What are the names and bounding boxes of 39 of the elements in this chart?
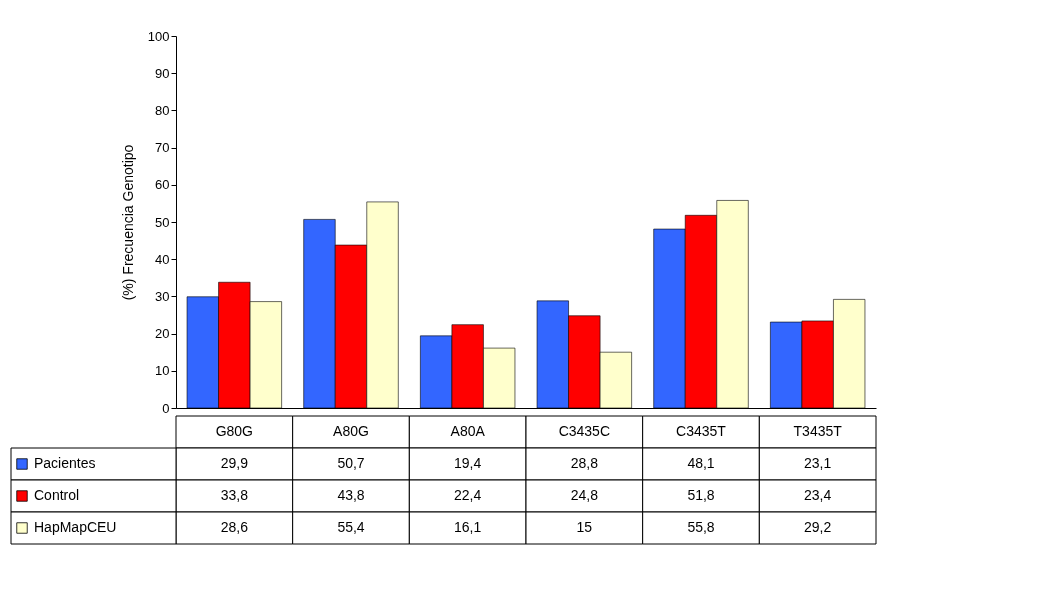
data-label: 15 xyxy=(576,519,593,535)
x-tick-label: G80G xyxy=(215,423,254,439)
data-label: 28,6 xyxy=(220,519,249,535)
legend-label: HapMapCEU xyxy=(34,519,117,535)
data-label: 23,4 xyxy=(804,487,832,503)
x-tick-label: T3435T xyxy=(793,423,843,439)
y-tick-label: 0 xyxy=(162,400,170,416)
data-label: 29,9 xyxy=(220,455,249,471)
data-label: 16,1 xyxy=(454,519,482,535)
data-label: 51,8 xyxy=(687,487,715,503)
y-tick-label: 10 xyxy=(155,363,170,379)
data-label: 19,4 xyxy=(454,455,482,471)
data-label: 50,7 xyxy=(337,455,365,471)
data-label: 48,1 xyxy=(687,455,715,471)
data-label: 24,8 xyxy=(570,487,599,503)
y-axis-title: (%) Frecuencia Genotipo xyxy=(119,144,136,301)
data-label: 33,8 xyxy=(220,487,249,503)
y-tick-label: 20 xyxy=(155,326,170,342)
y-tick-label: 100 xyxy=(147,28,170,44)
x-tick-label: C3435T xyxy=(676,423,727,439)
x-tick-label: C3435C xyxy=(558,423,611,439)
y-tick-label: 40 xyxy=(155,251,170,267)
y-tick-label: 90 xyxy=(155,65,170,81)
x-tick-label: A80G xyxy=(333,423,369,439)
legend-label: Control xyxy=(34,487,80,503)
y-tick-label: 80 xyxy=(155,102,170,118)
data-label: 23,1 xyxy=(804,455,832,471)
data-label: 55,4 xyxy=(337,519,365,535)
y-tick-label: 50 xyxy=(155,214,170,230)
y-tick-label: 60 xyxy=(155,177,170,193)
x-tick-label: A80A xyxy=(450,423,486,439)
y-tick-label: 30 xyxy=(155,288,170,304)
data-label: 22,4 xyxy=(454,487,482,503)
data-label: 28,8 xyxy=(570,455,599,471)
data-label: 29,2 xyxy=(804,519,832,535)
y-tick-label: 70 xyxy=(155,140,170,156)
data-label: 55,8 xyxy=(687,519,715,535)
legend-label: Pacientes xyxy=(34,455,96,471)
data-label: 43,8 xyxy=(337,487,365,503)
